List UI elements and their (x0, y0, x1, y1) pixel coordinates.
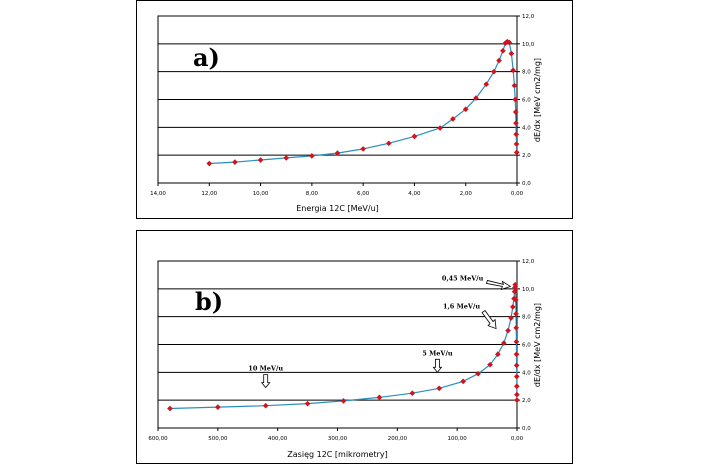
chart-a: 0,0 2,0 4,0 6,0 8,0 10,0 12,0 14,00 12,00 10,00 8,… (150, 14, 542, 213)
y-tick-label: 12,0 (522, 14, 535, 20)
y-tick-label: 2,0 (522, 398, 531, 404)
data-point (409, 390, 416, 397)
data-point (512, 297, 519, 303)
x-axis-title: Energia 12C [MeV/u] (296, 204, 379, 213)
y-tick-label: 6,0 (522, 98, 531, 104)
y-tick-label: 2,0 (522, 153, 531, 159)
data-point (495, 351, 501, 358)
x-tick-label: 100,00 (448, 436, 468, 442)
y-tick-label: 4,0 (522, 125, 531, 131)
data-point (215, 404, 221, 410)
data-point (376, 394, 383, 401)
x-tick-label: 8,00 (306, 191, 319, 197)
panel-label: b) (195, 287, 223, 316)
data-point (513, 338, 520, 345)
x-axis-title: Zasięg 12C [mikrometry] (287, 450, 387, 459)
data-point (483, 81, 490, 88)
y-tick-label: 0,0 (522, 181, 531, 187)
data-point (512, 286, 519, 292)
data-point (511, 82, 518, 89)
annotation-arrow (485, 279, 512, 291)
y-tick-label: 0,0 (522, 426, 531, 432)
data-point (513, 324, 520, 331)
annotation-label: 5 MeV/u (422, 349, 453, 357)
data-point (513, 120, 519, 126)
data-point (309, 153, 315, 159)
data-point (513, 311, 519, 317)
x-tick-label: 2,00 (460, 191, 473, 197)
annotation-arrow (432, 358, 443, 373)
data-point (513, 149, 520, 156)
annotation-arrow (481, 310, 497, 330)
y-tick-label: 6,0 (522, 343, 531, 349)
data-point (475, 370, 481, 377)
data-point (304, 400, 311, 407)
data-point (510, 67, 516, 74)
data-point (283, 155, 290, 161)
data-point (513, 362, 520, 369)
x-tick-label: 0,00 (511, 436, 524, 442)
data-point (167, 405, 173, 412)
data-point (514, 391, 520, 398)
data-point (262, 402, 269, 409)
data-point (501, 340, 507, 346)
data-point (450, 116, 456, 122)
data-point (508, 315, 514, 321)
data-point (473, 95, 479, 101)
y-tick-label: 8,0 (522, 70, 531, 76)
data-point (513, 131, 520, 138)
x-tick-label: 300,00 (328, 436, 348, 442)
annotation-label: 10 MeV/u (248, 365, 283, 373)
annotation-label: 1,6 MeV/u (443, 303, 480, 311)
y-tick-label: 10,0 (522, 42, 535, 48)
y-axis-title: dE/dx [MeV cm2/mg] (533, 303, 542, 387)
data-point (512, 109, 519, 115)
data-point (206, 160, 213, 167)
data-point (505, 327, 511, 334)
y-tick-label: 8,0 (522, 315, 531, 321)
x-tick-label: 10,00 (253, 191, 269, 197)
annotation-label: 0,45 MeV/u (442, 274, 484, 282)
data-point (460, 378, 466, 385)
annotation-arrow (260, 374, 271, 389)
data-point (512, 281, 519, 288)
x-tick-label: 600,00 (148, 436, 168, 442)
data-point (232, 159, 238, 165)
data-point (513, 141, 520, 147)
data-point (436, 385, 443, 392)
data-point (514, 397, 520, 403)
y-tick-label: 12,0 (522, 259, 535, 265)
data-point (491, 68, 497, 75)
data-point (340, 398, 347, 404)
x-tick-label: 6,00 (357, 191, 370, 197)
data-point (513, 351, 520, 358)
data-point (334, 150, 341, 156)
data-point (257, 157, 264, 163)
x-tick-label: 4,00 (408, 191, 421, 197)
data-point (512, 96, 519, 103)
data-point (462, 106, 469, 113)
data-point (513, 373, 520, 380)
x-tick-label: 400,00 (268, 436, 288, 442)
data-point (513, 383, 520, 390)
x-tick-label: 0,00 (511, 191, 524, 197)
x-tick-label: 12,00 (201, 191, 217, 197)
panel-label: a) (193, 43, 220, 72)
x-tick-label: 200,00 (388, 436, 408, 442)
data-point (385, 140, 392, 147)
y-axis-title: dE/dx [MeV cm2/mg] (533, 58, 542, 142)
data-point (360, 146, 366, 152)
y-tick-label: 4,0 (522, 370, 531, 376)
y-tick-label: 10,0 (522, 287, 535, 293)
data-point (487, 361, 493, 368)
chart-b: 0,0 2,0 4,0 6,0 8,0 10,0 12,0 600,00 500,00 400,0… (148, 259, 542, 459)
x-tick-label: 14,00 (150, 191, 166, 197)
data-point (411, 133, 418, 140)
x-tick-label: 500,00 (208, 436, 228, 442)
